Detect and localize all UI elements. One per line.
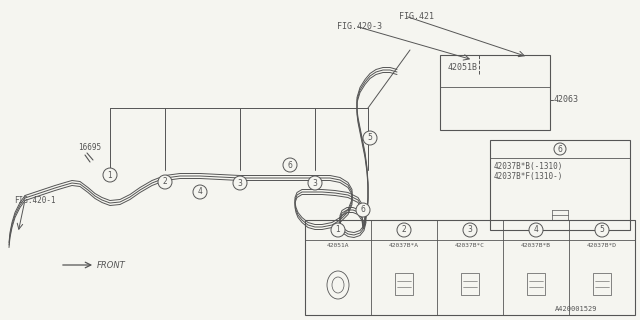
Text: 6: 6: [360, 205, 365, 214]
Text: 6: 6: [557, 145, 563, 154]
Circle shape: [283, 158, 297, 172]
Circle shape: [158, 175, 172, 189]
Circle shape: [308, 176, 322, 190]
Bar: [527, 273, 545, 295]
Bar: [461, 273, 479, 295]
Text: 42037B*F(1310-): 42037B*F(1310-): [494, 172, 563, 181]
Text: FIG.420-3: FIG.420-3: [337, 22, 382, 31]
Text: 5: 5: [600, 226, 604, 235]
Text: 4: 4: [198, 188, 202, 196]
Text: 1: 1: [335, 226, 340, 235]
Circle shape: [331, 223, 345, 237]
Text: 4: 4: [534, 226, 538, 235]
Bar: [305, 220, 635, 315]
Text: A420001529: A420001529: [555, 306, 598, 312]
Bar: [395, 273, 413, 295]
Circle shape: [233, 176, 247, 190]
Text: 42037B*B: 42037B*B: [521, 243, 551, 248]
Circle shape: [363, 131, 377, 145]
Text: 42037B*D: 42037B*D: [587, 243, 617, 248]
Text: 2: 2: [402, 226, 406, 235]
Circle shape: [356, 203, 370, 217]
Circle shape: [193, 185, 207, 199]
Text: 42051A: 42051A: [327, 243, 349, 248]
Text: FIG.421: FIG.421: [399, 12, 434, 21]
Text: 5: 5: [367, 133, 372, 142]
Bar: [593, 273, 611, 295]
Text: 2: 2: [163, 178, 168, 187]
Text: 42037B*C: 42037B*C: [455, 243, 485, 248]
Text: 42037B*A: 42037B*A: [389, 243, 419, 248]
Text: 42051B: 42051B: [448, 63, 478, 72]
Text: 1: 1: [108, 171, 113, 180]
Text: 3: 3: [237, 179, 243, 188]
Text: 42037B*B(-1310): 42037B*B(-1310): [494, 162, 563, 171]
Circle shape: [595, 223, 609, 237]
Bar: [440, 55, 550, 130]
Text: FIG.420-1: FIG.420-1: [14, 196, 56, 205]
Text: 6: 6: [287, 161, 292, 170]
Text: FRONT: FRONT: [97, 260, 125, 269]
Text: 42063: 42063: [554, 95, 579, 105]
Circle shape: [529, 223, 543, 237]
Circle shape: [554, 143, 566, 155]
Text: 3: 3: [312, 179, 317, 188]
Circle shape: [397, 223, 411, 237]
Text: 3: 3: [468, 226, 472, 235]
Circle shape: [463, 223, 477, 237]
Bar: [490, 140, 630, 230]
Text: 16695: 16695: [78, 143, 101, 152]
Circle shape: [103, 168, 117, 182]
